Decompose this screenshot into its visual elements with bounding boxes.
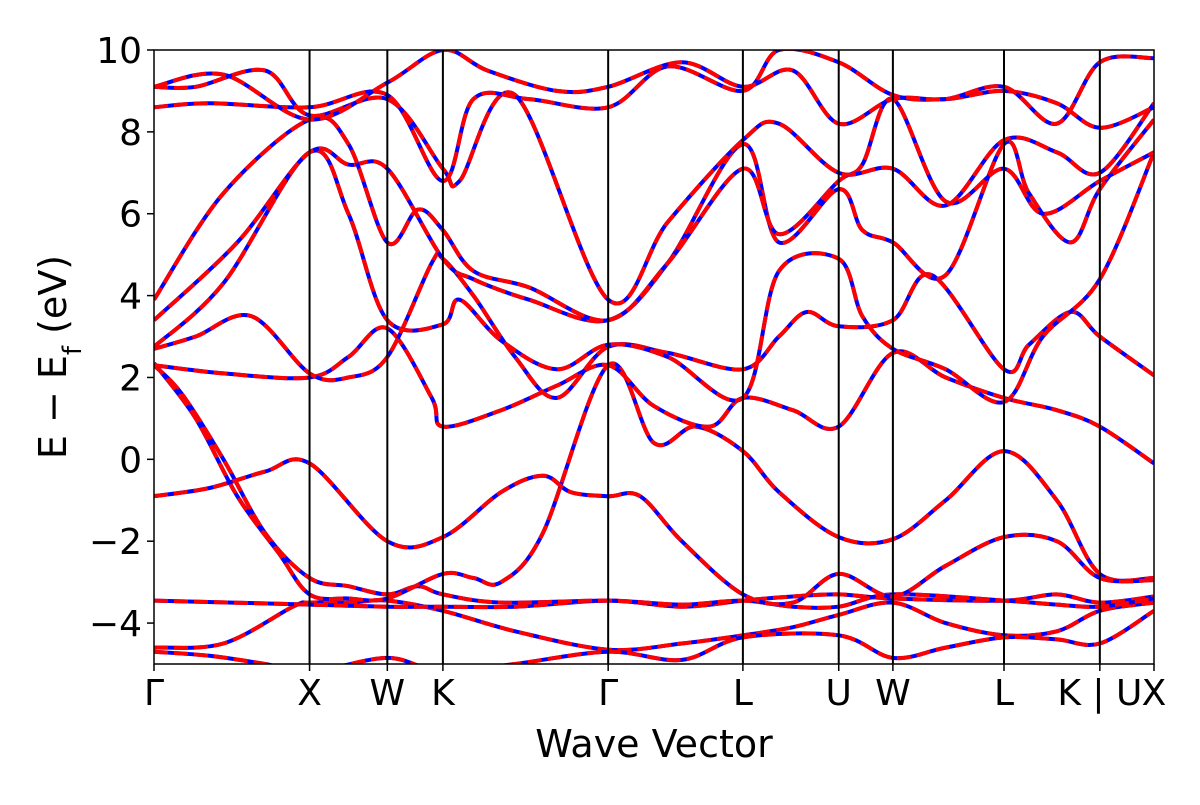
y-tick-label-0: −4 [89,604,142,645]
y-axis-title: E − Ef (eV) [31,255,88,459]
x-tick-label-9: K | U [1057,673,1142,714]
y-tick-label-2: 0 [119,440,142,481]
band-9-dashed [154,97,1154,323]
kpoint-lines [308,50,1101,664]
x-tick-label-4: Γ [598,673,618,714]
x-tick-label-0: Γ [144,673,164,714]
y-tick-label-7: 10 [96,31,142,72]
y-tick-label-4: 4 [119,277,142,318]
x-tick-label-2: W [370,673,406,714]
y-axis-title-main: E − E [31,355,75,459]
band-11-dashed [154,50,1154,183]
band-5-dashed [154,325,1154,466]
y-axis: −4 −2 0 2 4 6 8 10 [89,31,154,645]
band-4-dashed [154,457,1154,607]
band-10-dashed [154,67,1154,306]
x-tick-label-7: W [875,673,911,714]
x-axis-title: Wave Vector [535,722,773,766]
x-tick-label-8: L [994,673,1014,714]
x-tick-label-10: X [1142,673,1167,714]
x-tick-label-3: K [431,673,456,714]
x-tick-label-6: U [826,673,852,714]
x-tick-label-5: L [733,673,753,714]
x-tick-label-1: X [297,673,322,714]
y-tick-label-6: 8 [119,113,142,154]
band-13-dashed [154,609,1154,664]
y-tick-label-5: 6 [119,195,142,236]
y-axis-title-sub: f [58,345,88,355]
plot-frame [153,49,1155,665]
y-tick-label-1: −2 [89,522,142,563]
y-tick-label-3: 2 [119,358,142,399]
band-12-dashed [154,50,1154,127]
y-axis-title-unit: (eV) [31,255,75,346]
